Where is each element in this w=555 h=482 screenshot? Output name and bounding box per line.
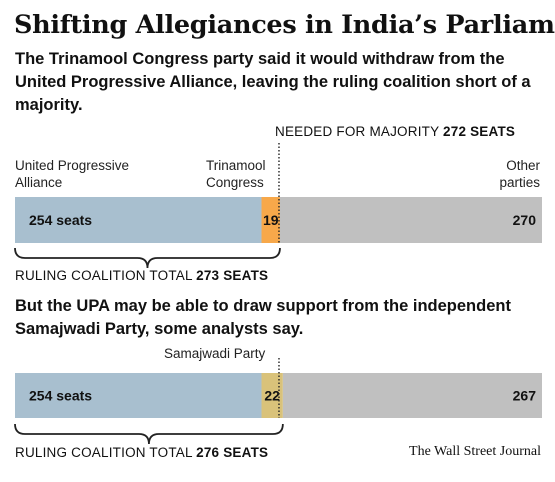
- coalition-brace-2: [15, 424, 283, 444]
- bar-value-label: 22: [264, 388, 280, 404]
- other-parties-bar-1: [280, 197, 542, 243]
- bar-value-label: 254 seats: [29, 388, 92, 404]
- bar-value-label: 267: [513, 388, 537, 404]
- coalition-brace-1: [15, 248, 280, 268]
- other-parties-bar-2: [283, 373, 542, 418]
- bar-value-label: 254 seats: [29, 212, 92, 228]
- bar-value-label: 19: [263, 212, 279, 228]
- bar-value-label: 270: [513, 212, 537, 228]
